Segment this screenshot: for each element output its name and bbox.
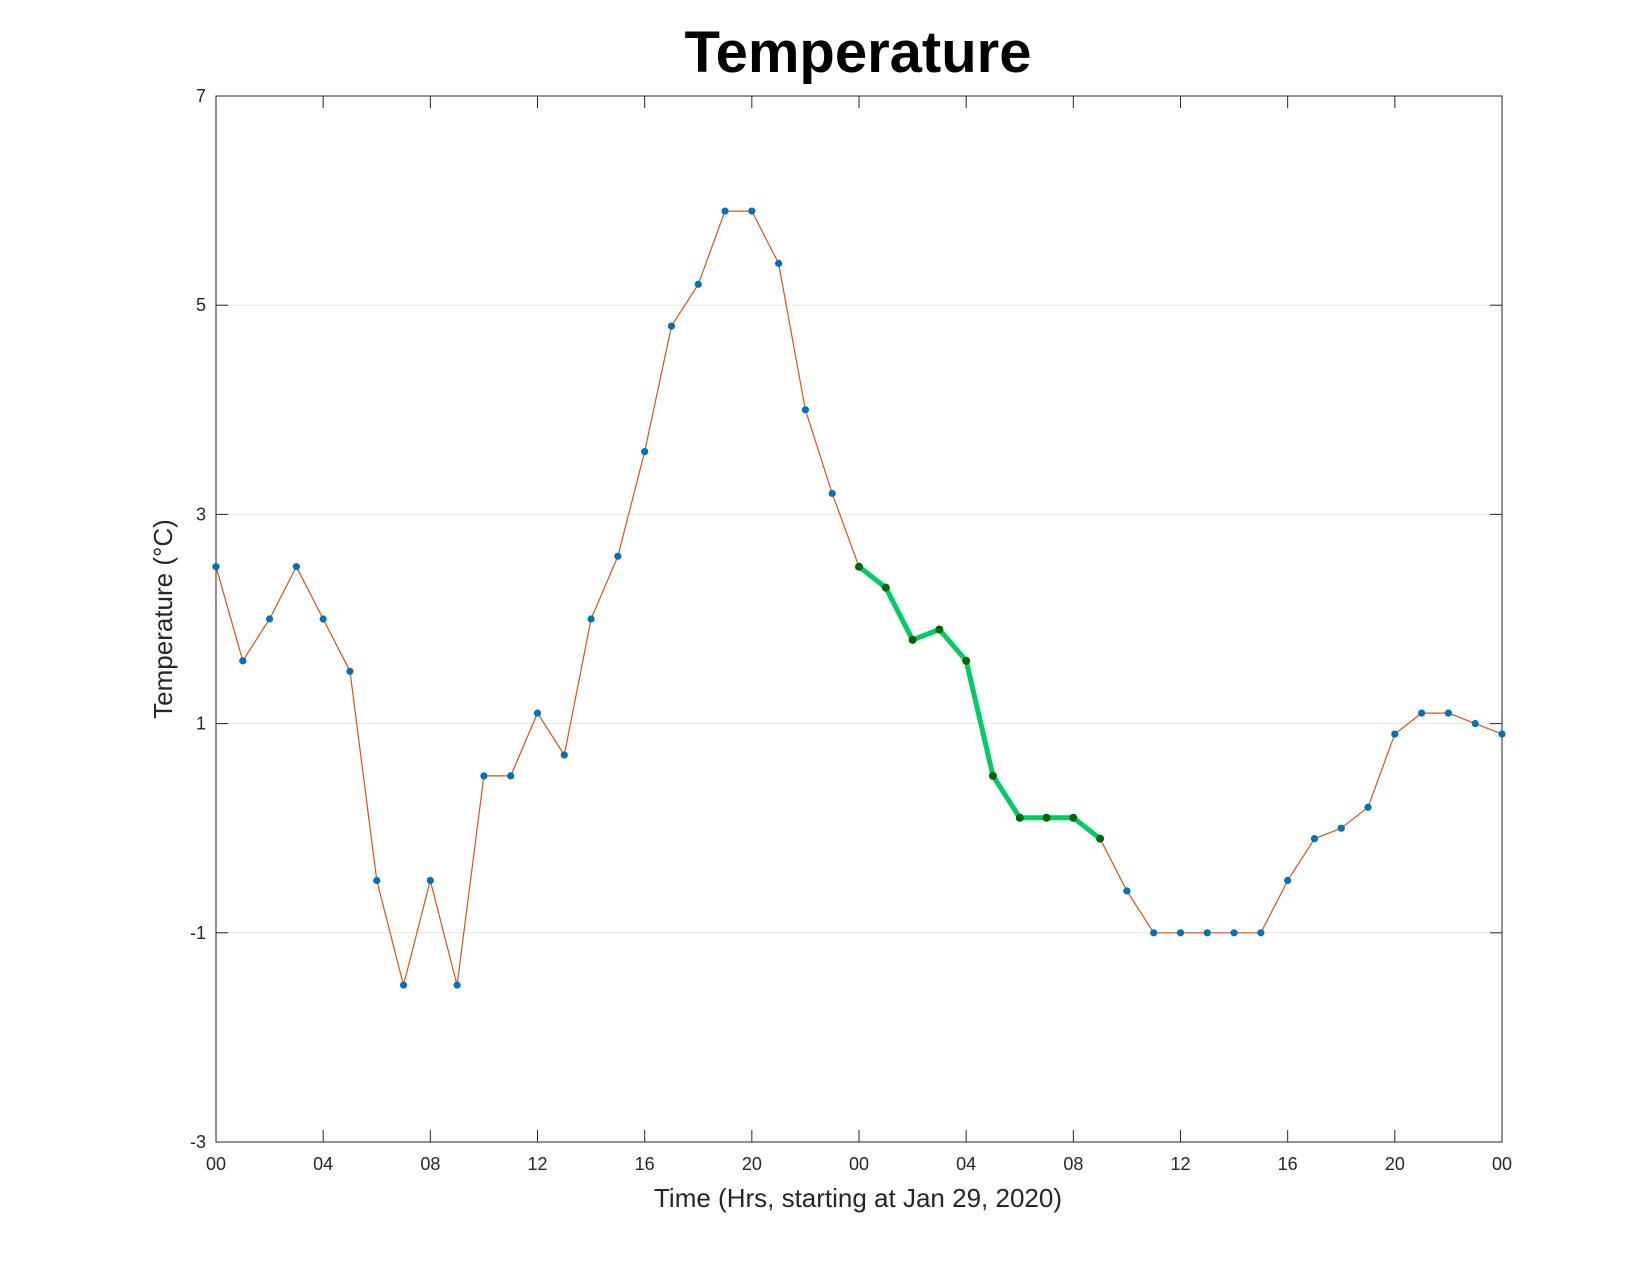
data-point xyxy=(453,981,461,989)
x-tick-label: 12 xyxy=(527,1154,547,1174)
axis-ticks: -3 -1 1 3 5 7 00 04 08 12 16 20 00 04 08 12 16 20 00 xyxy=(190,86,1512,1174)
data-point xyxy=(212,563,220,571)
data-point xyxy=(694,280,702,288)
data-point xyxy=(828,489,836,498)
data-point xyxy=(319,615,327,623)
data-series xyxy=(212,207,1506,989)
data-point xyxy=(507,772,515,780)
highlight-data-point xyxy=(935,625,944,634)
data-point xyxy=(560,751,568,759)
chart-title: Temperature xyxy=(684,20,1031,85)
data-point xyxy=(426,876,434,885)
highlight-data-point xyxy=(988,771,997,780)
x-tick-label: 00 xyxy=(1492,1154,1512,1174)
x-axis-label: Time (Hrs, starting at Jan 29, 2020) xyxy=(654,1183,1062,1213)
y-tick-label: 5 xyxy=(196,295,206,315)
data-point xyxy=(373,876,381,885)
data-point xyxy=(801,406,810,414)
data-point xyxy=(1203,929,1211,937)
x-tick-label: 16 xyxy=(1278,1154,1298,1174)
y-tick-label: 7 xyxy=(196,86,206,106)
data-point xyxy=(1444,709,1453,717)
x-tick-label: 16 xyxy=(635,1154,655,1174)
x-tick-label: 20 xyxy=(742,1154,762,1174)
data-point xyxy=(667,322,676,330)
highlight-data-point xyxy=(1096,834,1105,843)
data-point xyxy=(1471,720,1479,728)
y-axis-label: Temperature (°C) xyxy=(148,519,178,719)
y-tick-label: -1 xyxy=(190,923,206,943)
data-point xyxy=(1418,709,1426,717)
data-point xyxy=(1337,824,1345,832)
data-point xyxy=(480,772,488,780)
x-tick-label: 08 xyxy=(420,1154,440,1174)
data-point xyxy=(1257,929,1265,937)
x-tick-label: 04 xyxy=(313,1154,333,1174)
data-point xyxy=(775,259,783,267)
highlight-data-point xyxy=(881,583,890,592)
data-point xyxy=(1391,730,1399,738)
data-point xyxy=(1230,929,1238,937)
y-tick-label: 1 xyxy=(196,714,206,734)
data-point xyxy=(1364,803,1372,811)
highlight-data-point xyxy=(962,656,971,665)
y-tick-label: 3 xyxy=(196,504,206,524)
highlight-data-point xyxy=(908,635,917,644)
plot-frame xyxy=(215,95,1503,1143)
y-tick-label: -3 xyxy=(190,1132,206,1152)
highlight-data-point xyxy=(1015,813,1024,822)
data-point xyxy=(721,207,729,215)
x-tick-label: 20 xyxy=(1385,1154,1405,1174)
data-point xyxy=(292,563,300,571)
data-point xyxy=(1284,876,1292,885)
data-point xyxy=(614,552,622,560)
x-tick-label: 00 xyxy=(849,1154,869,1174)
data-point xyxy=(399,981,408,989)
data-point xyxy=(1150,929,1158,937)
x-tick-label: 12 xyxy=(1170,1154,1190,1174)
data-point xyxy=(533,709,542,717)
grid-lines xyxy=(216,304,1502,934)
data-point xyxy=(346,667,354,675)
temperature-series-line xyxy=(215,210,1503,986)
data-point xyxy=(641,448,649,456)
data-point xyxy=(1498,730,1506,738)
data-point xyxy=(748,207,756,215)
x-tick-label: 00 xyxy=(206,1154,226,1174)
data-point xyxy=(239,657,247,665)
data-point xyxy=(1176,929,1185,937)
highlight-data-point xyxy=(855,562,863,571)
x-tick-label: 08 xyxy=(1063,1154,1083,1174)
highlight-series-line xyxy=(856,564,1103,842)
data-point xyxy=(1310,835,1319,843)
data-point xyxy=(265,615,274,623)
highlight-data-point xyxy=(1042,813,1051,822)
highlight-data-point xyxy=(1069,813,1078,822)
data-point xyxy=(1123,887,1131,895)
x-tick-label: 04 xyxy=(956,1154,976,1174)
data-point xyxy=(587,615,595,623)
